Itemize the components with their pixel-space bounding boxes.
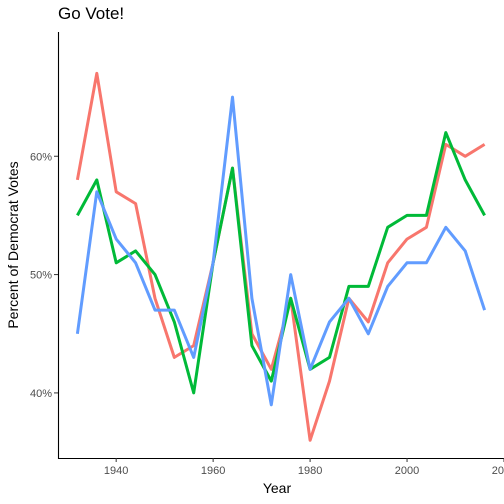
- x-tick-label: 1940: [104, 465, 128, 477]
- series-line-3: [75, 95, 487, 407]
- y-axis-title: Percent of Democrat Votes: [5, 161, 21, 328]
- x-tick-label: 2020: [492, 465, 504, 477]
- x-tick-label: 1960: [201, 465, 225, 477]
- series-line-1: [75, 71, 486, 442]
- y-tick-label: 50%: [30, 270, 52, 282]
- chart-title: Go Vote!: [58, 4, 124, 23]
- y-tick-label: 60%: [30, 151, 52, 163]
- x-axis-title: Year: [263, 480, 292, 496]
- x-tick-label: 1980: [298, 465, 322, 477]
- y-axis-ticks: 40% 50% 60%: [30, 151, 58, 400]
- y-tick-label: 40%: [30, 388, 52, 400]
- series-lines: [75, 71, 487, 442]
- x-tick-label: 2000: [395, 465, 419, 477]
- x-axis-ticks: 1940 1960 1980 2000 2020: [104, 458, 504, 477]
